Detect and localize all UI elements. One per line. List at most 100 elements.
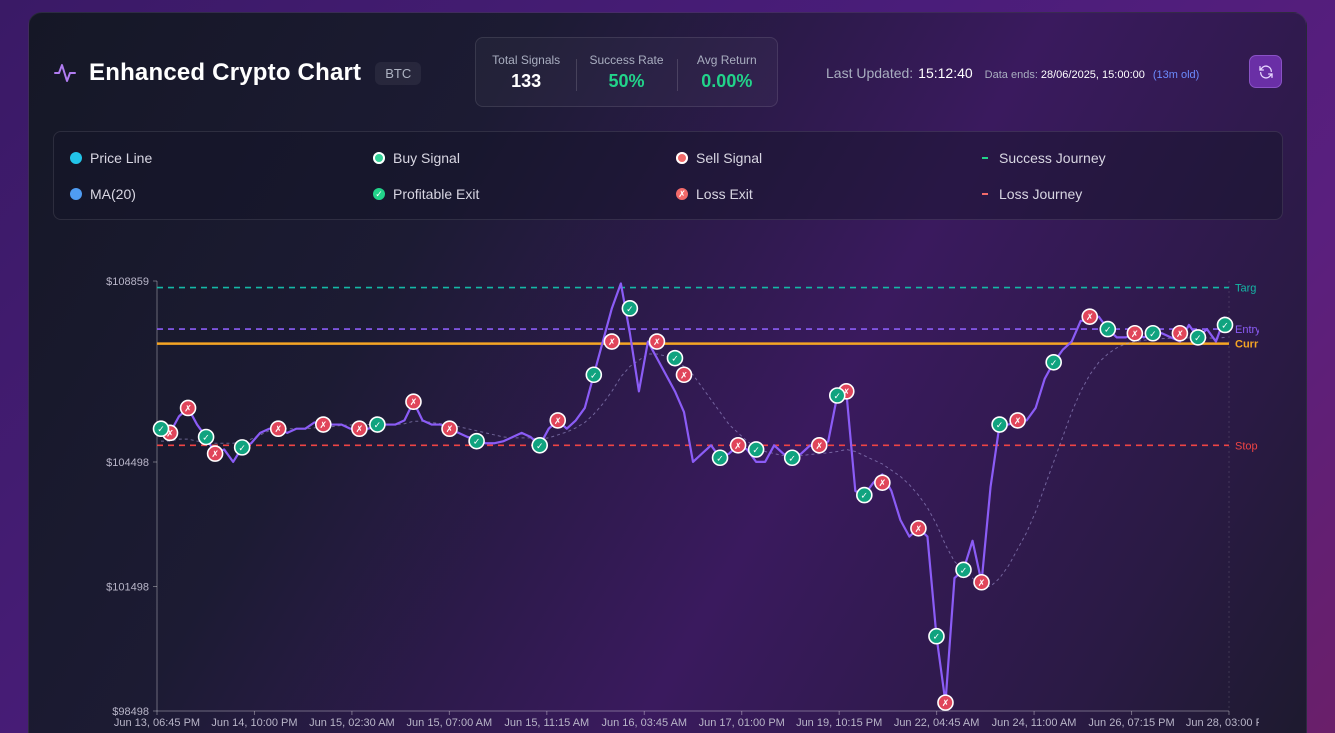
cross-icon: ✗ <box>410 398 418 408</box>
sell-signal-marker <box>1009 412 1026 429</box>
x-tick-label: Jun 14, 10:00 PM <box>211 717 297 729</box>
legend-label: Loss Journey <box>999 186 1083 202</box>
check-icon: ✓ <box>788 454 796 464</box>
chart-legend: Price Line Buy Signal Sell Signal Success J… <box>53 131 1283 220</box>
data-ends-label: Data ends: <box>984 69 1038 81</box>
buy-signal-marker <box>1099 320 1117 338</box>
legend-label: Sell Signal <box>696 150 763 166</box>
legend-label: MA(20) <box>90 186 136 202</box>
buy-signal-marker <box>531 437 549 454</box>
stat-avg-return: Avg Return 0.00% <box>676 53 777 92</box>
buy-signal-marker <box>1045 354 1062 371</box>
check-icon: ✓ <box>960 566 968 576</box>
buy-signal-marker <box>152 420 170 438</box>
cross-icon: ✗ <box>915 525 923 535</box>
stat-total-signals: Total Signals 133 <box>476 53 576 92</box>
legend-label: Profitable Exit <box>393 186 480 202</box>
cross-icon: ✗ <box>1131 330 1139 340</box>
cross-icon: ✗ <box>608 338 616 348</box>
cross-icon: ✗ <box>653 338 661 348</box>
sell-signal-marker <box>1126 324 1144 342</box>
cross-icon: ✗ <box>942 699 950 709</box>
check-icon: ✓ <box>1149 330 1157 340</box>
sell-signal-marker <box>973 573 990 591</box>
last-updated-time: 15:12:40 <box>918 65 973 81</box>
x-tick-label: Jun 15, 02:30 AM <box>309 717 395 729</box>
data-age: (13m old) <box>1152 69 1200 81</box>
buy-signal-marker <box>955 561 972 579</box>
check-icon: ✓ <box>536 442 544 452</box>
legend-marker <box>979 152 991 164</box>
sell-signal-marker <box>603 333 621 350</box>
cross-icon: ✗ <box>184 404 192 414</box>
cross-icon: ✗ <box>734 442 742 452</box>
y-tick-label: $104498 <box>106 457 149 469</box>
legend-item: Price Line <box>70 150 152 166</box>
symbol-badge: BTC <box>375 61 422 85</box>
buy-signal-marker <box>747 441 765 458</box>
stat-success-rate: Success Rate 50% <box>576 53 676 92</box>
check-icon: ✓ <box>716 454 724 464</box>
sell-signal-marker <box>1171 324 1189 342</box>
legend-marker <box>70 188 82 200</box>
x-tick-label: Jun 15, 07:00 AM <box>407 717 493 729</box>
sell-signal-marker <box>937 694 954 711</box>
legend-marker <box>70 152 82 164</box>
price-line <box>160 282 1227 704</box>
stat-value: 133 <box>511 70 542 91</box>
buy-signal-marker <box>468 432 485 450</box>
buy-signal-marker <box>991 416 1008 433</box>
sell-signal-marker <box>269 420 287 438</box>
cross-icon: ✗ <box>1176 330 1184 340</box>
sell-signal-marker <box>315 416 332 433</box>
sell-signal-marker <box>405 393 422 411</box>
pulse-icon <box>54 64 76 82</box>
cross-icon: ✗ <box>815 442 823 452</box>
sell-signal-marker <box>874 474 891 491</box>
sell-signal-marker <box>549 412 567 429</box>
chart-card: Enhanced Crypto Chart BTC Total Signals … <box>28 12 1307 733</box>
refresh-icon <box>1258 64 1273 79</box>
buy-signal-marker <box>1144 324 1162 342</box>
ref-label-entry: Entry <box>1235 324 1259 336</box>
x-tick-label: Jun 15, 11:15 AM <box>504 717 589 729</box>
buy-signal-marker <box>197 428 215 446</box>
ma20-line <box>161 336 1226 587</box>
sell-signal-marker <box>351 420 368 438</box>
legend-marker: ✗ <box>676 188 688 200</box>
stat-label: Success Rate <box>589 52 664 67</box>
cross-icon: ✗ <box>446 425 454 435</box>
ref-label-target: Targ <box>1235 283 1256 295</box>
update-status: Last Updated: 15:12:40 Data ends: 28/06/… <box>826 65 1199 81</box>
refresh-button[interactable] <box>1249 55 1282 88</box>
sell-signal-marker <box>729 437 747 454</box>
buy-signal-marker <box>856 486 873 504</box>
check-icon: ✓ <box>1104 326 1112 336</box>
cross-icon: ✗ <box>211 450 219 460</box>
buy-signal-marker <box>828 387 846 404</box>
sell-signal-marker <box>810 437 828 454</box>
cross-icon: ✗ <box>356 425 364 435</box>
check-icon: ✓ <box>1194 334 1202 344</box>
buy-signal-marker <box>233 439 251 456</box>
legend-item: Buy Signal <box>373 150 460 166</box>
buy-signal-marker <box>369 416 386 433</box>
legend-item: MA(20) <box>70 186 136 202</box>
check-icon: ✓ <box>933 633 941 643</box>
y-tick-label: $101498 <box>106 581 149 593</box>
cross-icon: ✗ <box>843 388 851 398</box>
legend-label: Success Journey <box>999 150 1106 166</box>
legend-label: Buy Signal <box>393 150 460 166</box>
buy-signal-marker <box>666 349 684 367</box>
data-ends-value: 28/06/2025, 15:00:00 <box>1040 69 1145 81</box>
sell-signal-marker <box>1081 308 1099 325</box>
legend-marker: ✓ <box>373 188 385 200</box>
buy-signal-marker <box>711 449 729 467</box>
cross-icon: ✗ <box>1014 417 1022 427</box>
ref-label-stop: Stop <box>1235 440 1258 452</box>
check-icon: ✓ <box>202 434 210 444</box>
buy-signal-marker <box>783 449 801 467</box>
check-icon: ✓ <box>157 425 165 435</box>
check-icon: ✓ <box>374 421 382 431</box>
x-tick-label: Jun 13, 06:45 PM <box>114 717 200 729</box>
